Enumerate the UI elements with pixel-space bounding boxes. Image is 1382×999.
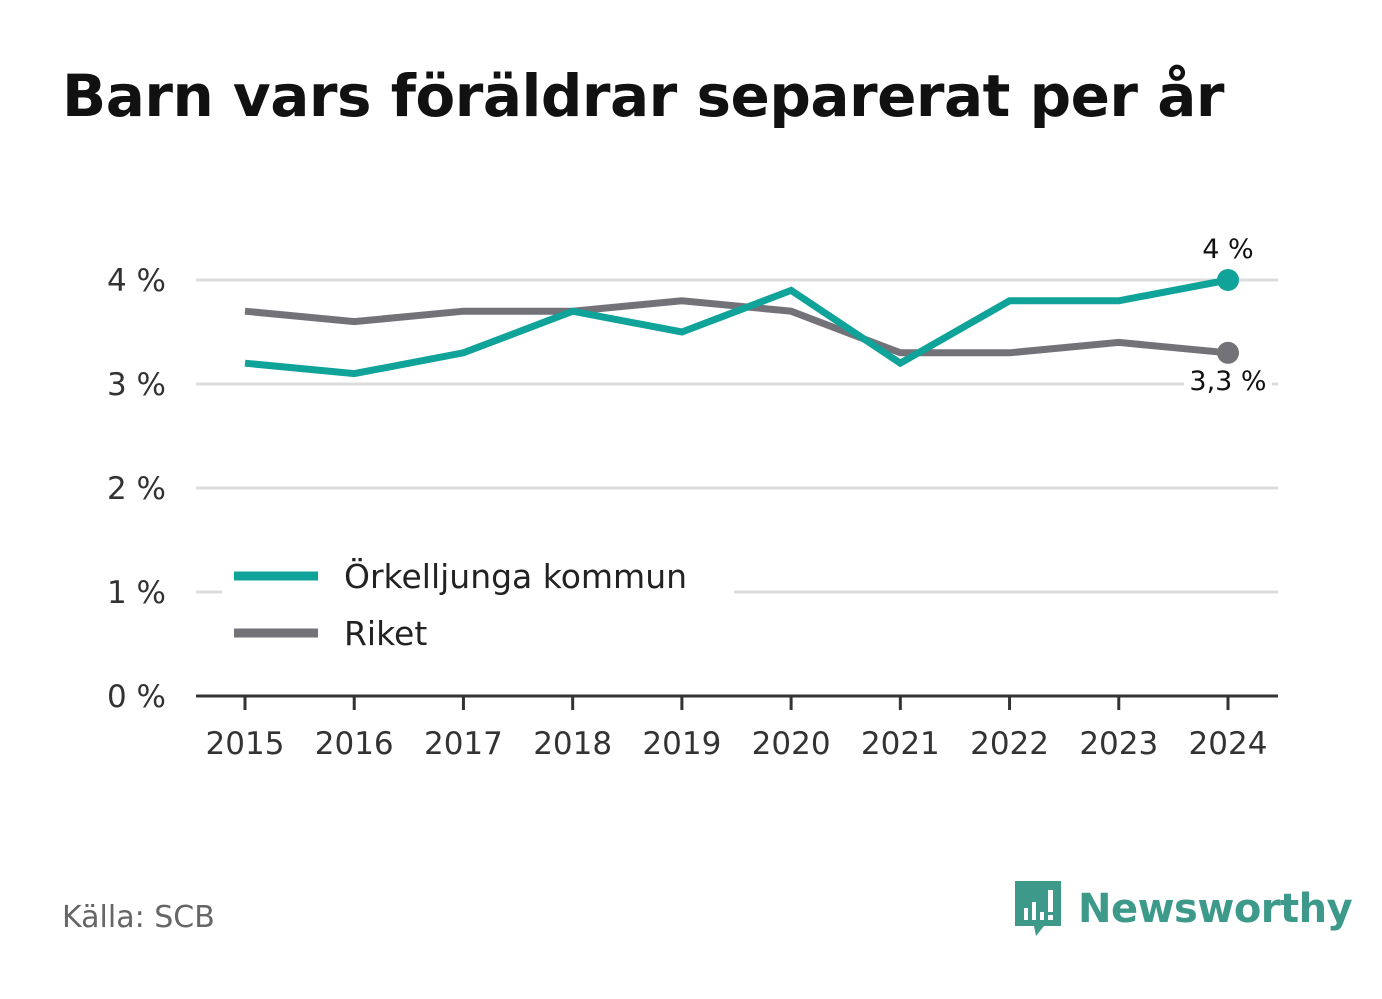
y-tick-label: 0 % xyxy=(107,679,166,715)
y-axis-ticks: 0 % 1 % 2 % 3 % 4 % xyxy=(107,263,166,715)
end-label-background xyxy=(1184,364,1272,399)
x-tick-label: 2023 xyxy=(1079,726,1158,762)
series-lines xyxy=(244,269,1239,378)
x-tick-label: 2019 xyxy=(642,726,721,762)
source-note: Källa: SCB xyxy=(62,900,215,935)
x-tick-label: 2024 xyxy=(1189,726,1268,762)
end-value-label: 4 % xyxy=(1202,234,1253,265)
end-labels: 4 % 3,3 % xyxy=(1184,234,1272,399)
end-point-marker xyxy=(1217,341,1239,364)
legend: Örkelljunga kommun Riket xyxy=(222,548,734,658)
legend-label: Riket xyxy=(344,614,427,653)
newsworthy-logo-icon xyxy=(1015,881,1061,936)
legend-label: Örkelljunga kommun xyxy=(344,556,687,596)
y-tick-label: 3 % xyxy=(107,367,166,403)
series-line xyxy=(244,276,1229,378)
end-point-marker xyxy=(1217,269,1239,291)
grid-lines xyxy=(196,278,1278,594)
x-axis-ticks: 2015 2016 2017 2018 2019 2020 2021 2022 2023 2024 xyxy=(206,696,1268,762)
brand-name: Newsworthy xyxy=(1078,886,1353,932)
y-tick-label: 4 % xyxy=(107,263,166,299)
y-tick-label: 2 % xyxy=(107,471,166,507)
x-tick-label: 2022 xyxy=(970,726,1049,762)
y-tick-label: 1 % xyxy=(107,575,166,611)
chart-title: Barn vars föräldrar separerat per år xyxy=(62,62,1224,130)
series-line xyxy=(244,297,1229,357)
x-tick-label: 2018 xyxy=(533,726,612,762)
legend-background xyxy=(222,548,734,658)
brand-logo: Newsworthy xyxy=(1012,878,1353,940)
x-tick-label: 2021 xyxy=(861,726,940,762)
end-value-label: 3,3 % xyxy=(1189,366,1266,397)
x-tick-label: 2017 xyxy=(424,726,503,762)
x-tick-label: 2016 xyxy=(315,726,394,762)
x-tick-label: 2015 xyxy=(206,726,285,762)
x-tick-label: 2020 xyxy=(752,726,831,762)
